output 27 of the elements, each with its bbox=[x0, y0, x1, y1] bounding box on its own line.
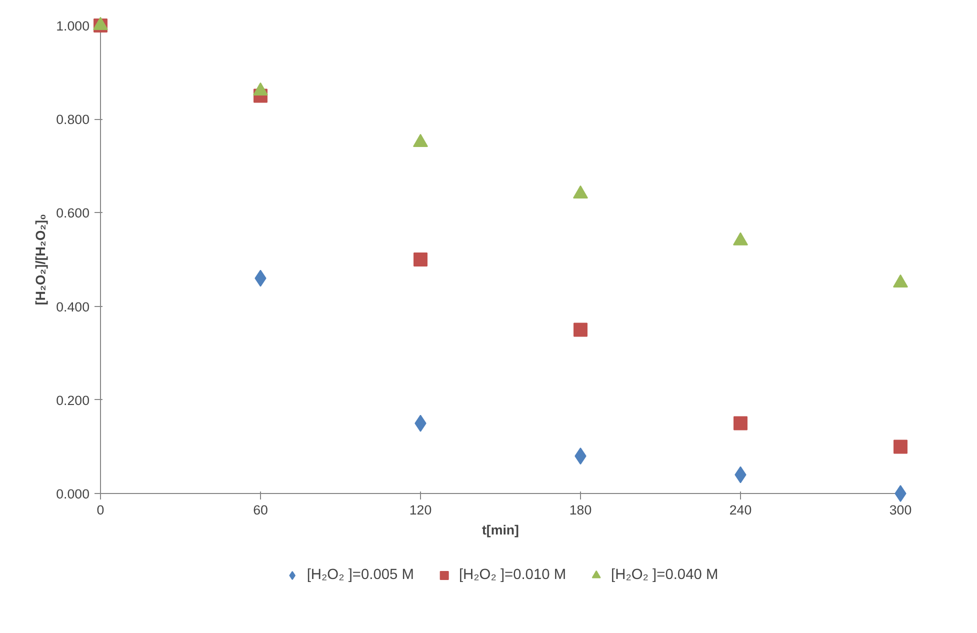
y-axis-title: [H₂O₂]/[H₂O₂]₀ bbox=[33, 214, 48, 306]
y-tick-label: 0.000 bbox=[56, 486, 90, 502]
x-tick-label: 240 bbox=[729, 502, 752, 518]
y-tick-label: 1.000 bbox=[56, 18, 90, 34]
legend-label: [H₂O₂ ]=0.005 M bbox=[306, 567, 414, 583]
point bbox=[413, 134, 428, 148]
point bbox=[734, 416, 748, 430]
y-tick-label: 0.200 bbox=[56, 392, 90, 408]
point bbox=[574, 322, 588, 337]
legend-label: [H₂O₂ ]=0.010 M bbox=[458, 567, 566, 583]
point bbox=[894, 440, 908, 454]
y-tick-label: 0.600 bbox=[56, 206, 90, 221]
point bbox=[253, 82, 268, 96]
x-tick-label: 300 bbox=[889, 502, 912, 518]
point bbox=[733, 232, 748, 246]
y-tick-label: 0.800 bbox=[56, 112, 90, 128]
x-axis-title: t[min] bbox=[482, 522, 520, 538]
x-tick-label: 0 bbox=[96, 502, 104, 518]
x-tick-label: 60 bbox=[253, 502, 268, 518]
x-tick-label: 180 bbox=[569, 502, 592, 518]
point bbox=[573, 185, 588, 199]
point bbox=[893, 274, 908, 288]
y-tick-label: 0.400 bbox=[56, 299, 90, 314]
point bbox=[414, 252, 428, 266]
point bbox=[894, 485, 906, 502]
x-tick-label: 120 bbox=[409, 502, 432, 518]
legend-label: [H₂O₂ ]=0.040 M bbox=[611, 567, 718, 583]
